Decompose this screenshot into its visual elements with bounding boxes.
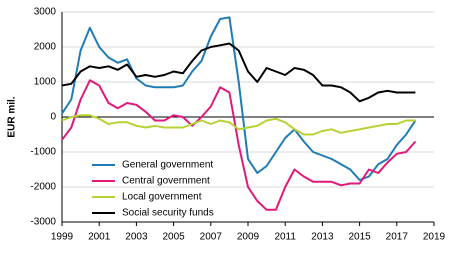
series-line — [61, 114, 416, 136]
x-tick-label: 2013 — [311, 232, 334, 243]
series-line — [61, 42, 416, 103]
x-tick-label: 2003 — [125, 232, 148, 243]
x-tick-label: 2017 — [386, 232, 409, 243]
x-tick-label: 2005 — [162, 232, 185, 243]
legend-label: General government — [122, 160, 213, 171]
y-tick-label: -1000 — [30, 147, 56, 158]
x-tick-label: 2019 — [423, 232, 446, 243]
y-tick-label: -3000 — [30, 217, 56, 228]
y-tick-label: 2000 — [34, 42, 57, 53]
series-line — [61, 79, 417, 211]
legend-label: Social security funds — [122, 208, 214, 219]
x-tick-label: 2007 — [200, 232, 223, 243]
y-tick-label: 3000 — [34, 7, 57, 18]
y-axis-label: EUR mil. — [7, 96, 18, 137]
x-tick-label: 2011 — [274, 232, 296, 243]
x-tick-label: 1999 — [51, 232, 74, 243]
series-line — [61, 16, 417, 181]
legend-label: Central government — [122, 176, 210, 187]
x-tick-label: 2001 — [88, 232, 111, 243]
y-tick-label: 1000 — [34, 77, 57, 88]
x-tick-label: 2015 — [348, 232, 371, 243]
x-tick-label: 2009 — [237, 232, 260, 243]
legend-label: Local government — [122, 192, 202, 203]
y-tick-label: 0 — [50, 112, 56, 123]
y-tick-label: -2000 — [30, 182, 56, 193]
